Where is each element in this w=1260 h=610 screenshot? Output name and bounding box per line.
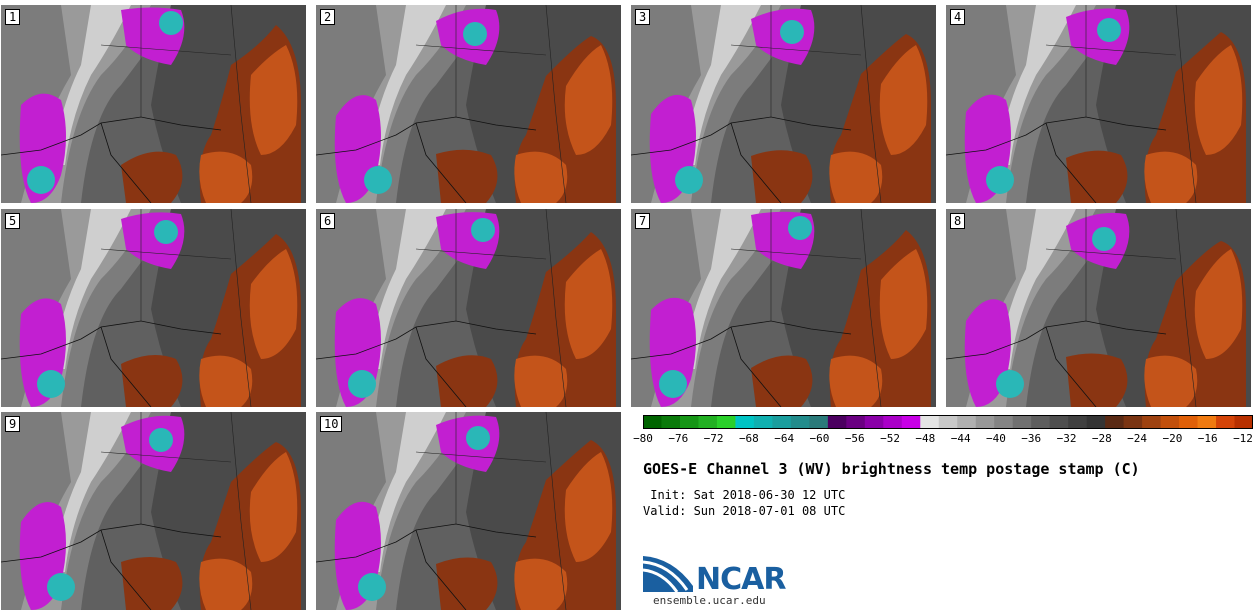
panel-label: 6 <box>320 213 336 229</box>
colorbar <box>643 415 1253 429</box>
colorbar-swatch <box>1068 415 1088 429</box>
panel-label: 4 <box>950 9 966 25</box>
colorbar-swatch <box>827 415 847 429</box>
colorbar-tick-label: −52 <box>880 432 900 445</box>
colorbar-tick-label: −60 <box>809 432 830 445</box>
colorbar-tick-label: −12 <box>1233 432 1253 445</box>
water-vapor-map <box>1 5 306 203</box>
colorbar-swatch <box>1197 415 1217 429</box>
forecast-panel: 2 <box>316 5 621 203</box>
colorbar-tick-label: −68 <box>738 432 759 445</box>
water-vapor-map <box>1 209 306 407</box>
colorbar-swatch <box>1086 415 1106 429</box>
colorbar-swatch <box>1031 415 1051 429</box>
colorbar-swatch <box>1012 415 1032 429</box>
water-vapor-map <box>631 5 936 203</box>
colorbar-swatch <box>1234 415 1253 429</box>
colorbar-tick-label: −80 <box>633 432 653 445</box>
colorbar-swatch <box>994 415 1014 429</box>
water-vapor-map <box>316 412 621 610</box>
colorbar-swatch <box>1179 415 1199 429</box>
water-vapor-map <box>631 209 936 407</box>
colorbar-swatch <box>1142 415 1162 429</box>
ncar-logo-icon <box>643 552 695 592</box>
forecast-panel: 9 <box>1 412 306 610</box>
water-vapor-map <box>316 5 621 203</box>
panel-label: 10 <box>320 416 343 432</box>
colorbar-swatch <box>901 415 921 429</box>
panel-label: 9 <box>5 416 21 432</box>
colorbar-tick-label: −56 <box>844 432 865 445</box>
colorbar-swatch <box>643 415 662 429</box>
water-vapor-map <box>946 209 1251 407</box>
product-title: GOES-E Channel 3 (WV) brightness temp po… <box>643 460 1140 478</box>
colorbar-swatch <box>772 415 792 429</box>
valid-time: Valid: Sun 2018-07-01 08 UTC <box>643 504 846 518</box>
colorbar-ticks: −80 −76 −72 −68 −64 −60 −56 −52 −48 −44 −40 −36 −32 −… <box>633 432 1253 448</box>
colorbar-swatch <box>1123 415 1143 429</box>
init-time: Init: Sat 2018-06-30 12 UTC <box>643 488 846 502</box>
logo-wordmark: NCAR <box>696 562 786 597</box>
colorbar-tick-label: −64 <box>774 432 795 445</box>
forecast-panel: 6 <box>316 209 621 407</box>
panel-label: 2 <box>320 9 336 25</box>
panel-label: 8 <box>950 213 966 229</box>
colorbar-tick-label: −24 <box>1127 432 1148 445</box>
colorbar-swatch <box>920 415 940 429</box>
colorbar-tick-label: −32 <box>1056 432 1077 445</box>
colorbar-swatch <box>735 415 755 429</box>
colorbar-tick-label: −16 <box>1197 432 1218 445</box>
colorbar-tick-label: −40 <box>986 432 1006 445</box>
colorbar-swatch <box>661 415 681 429</box>
colorbar-swatch <box>864 415 884 429</box>
colorbar-swatch <box>1216 415 1236 429</box>
forecast-panel: 8 <box>946 209 1251 407</box>
colorbar-swatch <box>753 415 773 429</box>
panel-label: 1 <box>5 9 21 25</box>
colorbar-swatch <box>790 415 810 429</box>
forecast-panel: 7 <box>631 209 936 407</box>
colorbar-swatch <box>679 415 699 429</box>
water-vapor-map <box>316 209 621 407</box>
colorbar-swatch <box>1049 415 1069 429</box>
colorbar-tick-label: −36 <box>1021 432 1042 445</box>
colorbar-swatch <box>938 415 958 429</box>
colorbar-swatch <box>716 415 736 429</box>
forecast-panel: 3 <box>631 5 936 203</box>
forecast-panel: 10 <box>316 412 621 610</box>
colorbar-swatch <box>846 415 866 429</box>
colorbar-swatch <box>883 415 903 429</box>
colorbar-swatch <box>809 415 829 429</box>
colorbar-swatch <box>957 415 977 429</box>
colorbar-swatch <box>698 415 718 429</box>
colorbar-tick-label: −20 <box>1162 432 1183 445</box>
forecast-panel: 5 <box>1 209 306 407</box>
site-url: ensemble.ucar.edu <box>653 594 766 607</box>
colorbar-tick-label: −72 <box>703 432 724 445</box>
colorbar-swatch <box>975 415 995 429</box>
forecast-panel: 1 <box>1 5 306 203</box>
colorbar-tick-label: −44 <box>950 432 971 445</box>
colorbar-tick-label: −76 <box>668 432 689 445</box>
colorbar-swatch <box>1105 415 1125 429</box>
panel-label: 3 <box>635 9 651 25</box>
colorbar-tick-label: −48 <box>915 432 936 445</box>
panel-label: 5 <box>5 213 21 229</box>
colorbar-tick-label: −28 <box>1091 432 1112 445</box>
panel-label: 7 <box>635 213 651 229</box>
water-vapor-map <box>946 5 1251 203</box>
water-vapor-map <box>1 412 306 610</box>
forecast-panel: 4 <box>946 5 1251 203</box>
colorbar-swatch <box>1160 415 1180 429</box>
